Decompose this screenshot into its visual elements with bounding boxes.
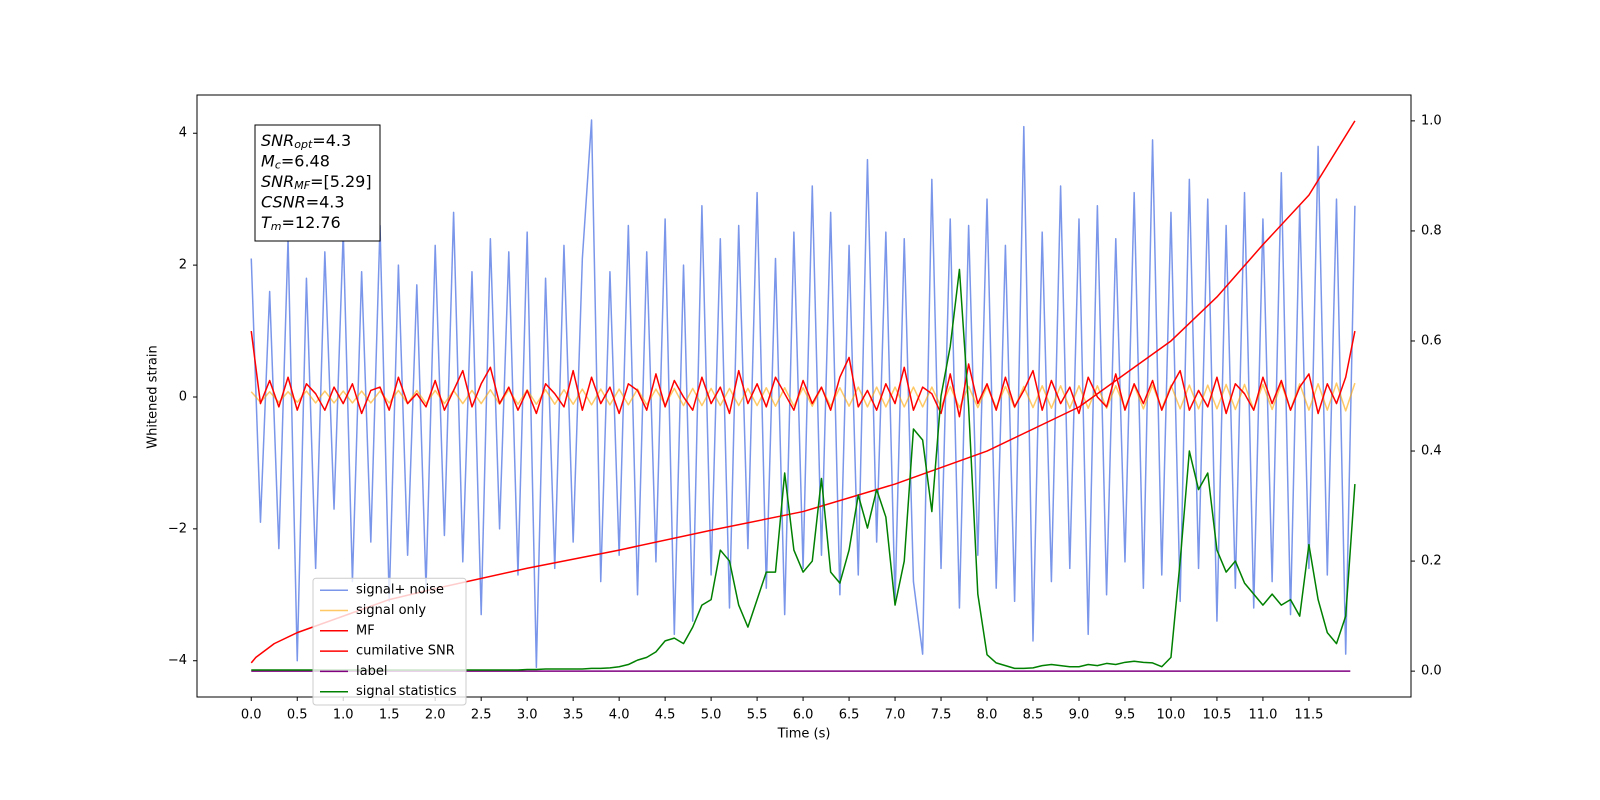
y2-tick-label: 0.0 xyxy=(1421,664,1442,679)
legend-label: cumilative SNR xyxy=(356,644,455,659)
annotation: SNRMF=[5.29] xyxy=(261,172,372,193)
y-axis-label: Whitened strain xyxy=(146,345,161,448)
x-tick-label: 9.0 xyxy=(1069,708,1090,723)
y-tick-label: 0 xyxy=(179,389,187,404)
y2-tick-label: 0.6 xyxy=(1421,333,1442,348)
y-tick-label: −4 xyxy=(168,653,187,668)
x-tick-label: 5.0 xyxy=(701,708,722,723)
annotation: Tm=12.76 xyxy=(261,213,341,234)
series-line xyxy=(250,382,1356,412)
legend-frame xyxy=(312,577,467,706)
annotation-text: =4.3 xyxy=(306,192,345,211)
annotation: SNRopt=4.3 xyxy=(261,131,351,152)
x-tick-label: 1.5 xyxy=(379,708,400,723)
annotation-text: =4.3 xyxy=(312,131,351,150)
x-tick-label: 2.5 xyxy=(471,708,492,723)
annotation-sub: c xyxy=(275,159,281,172)
annotation-name: M xyxy=(261,151,275,170)
x-tick-label: 0.0 xyxy=(241,708,262,723)
x-tick-label: 10.0 xyxy=(1156,708,1185,723)
x-tick-label: 8.0 xyxy=(977,708,998,723)
legend-label: MF xyxy=(356,623,375,638)
y-tick-label: −2 xyxy=(168,521,187,536)
x-tick-label: 3.5 xyxy=(563,708,584,723)
y2-tick-label: 0.4 xyxy=(1421,444,1442,459)
legend-label: signal statistics xyxy=(356,684,457,699)
x-tick-label: 4.5 xyxy=(655,708,676,723)
x-tick-label: 5.5 xyxy=(747,708,768,723)
x-tick-label: 3.0 xyxy=(517,708,538,723)
annotation-frame xyxy=(254,124,381,242)
annotation-name: T xyxy=(261,213,272,232)
legend-label: label xyxy=(356,664,387,679)
x-tick-label: 0.5 xyxy=(287,708,308,723)
y2-tick-label: 0.2 xyxy=(1421,554,1442,569)
y2-tick-label: 0.8 xyxy=(1421,223,1442,238)
series-line xyxy=(250,330,1356,418)
x-tick-label: 10.5 xyxy=(1202,708,1231,723)
x-tick-label: 7.5 xyxy=(931,708,952,723)
annotation-text: =[5.29] xyxy=(310,172,372,191)
x-tick-label: 4.0 xyxy=(609,708,630,723)
legend: signal+ noise signal only MF cumilative SNR… xyxy=(312,577,467,706)
annotation-name: CSNR xyxy=(261,192,306,211)
x-tick-label: 7.0 xyxy=(885,708,906,723)
series-line xyxy=(250,119,1356,669)
annotation-name: SNR xyxy=(261,172,294,191)
x-tick-label: 6.0 xyxy=(793,708,814,723)
axes-frame xyxy=(196,94,1412,698)
series-line xyxy=(250,120,1356,664)
x-tick-label: 11.5 xyxy=(1294,708,1323,723)
annotation-name: SNR xyxy=(261,131,294,150)
annotation-sub: opt xyxy=(294,138,313,151)
y2-tick-label: 1.0 xyxy=(1421,113,1442,128)
x-tick-label: 2.0 xyxy=(425,708,446,723)
annotation-text: =6.48 xyxy=(281,151,330,170)
x-tick-label: 11.0 xyxy=(1248,708,1277,723)
legend-label: signal+ noise xyxy=(356,583,444,598)
annotation-box: SNRopt=4.3Mc=6.48SNRMF=[5.29]CSNR=4.3Tm=… xyxy=(254,124,381,242)
x-axis-label: Time (s) xyxy=(777,727,831,742)
y-tick-label: 2 xyxy=(179,258,187,273)
x-tick-label: 8.5 xyxy=(1023,708,1044,723)
y-tick-label: 4 xyxy=(179,126,187,141)
legend-label: signal only xyxy=(356,603,426,618)
x-tick-label: 6.5 xyxy=(839,708,860,723)
annotation-sub: m xyxy=(271,220,282,233)
annotation: CSNR=4.3 xyxy=(261,192,345,211)
annotation-text: =12.76 xyxy=(282,213,341,232)
annotation-sub: MF xyxy=(294,179,310,192)
x-tick-label: 1.0 xyxy=(333,708,354,723)
x-tick-label: 9.5 xyxy=(1115,708,1136,723)
annotation: Mc=6.48 xyxy=(261,151,330,172)
